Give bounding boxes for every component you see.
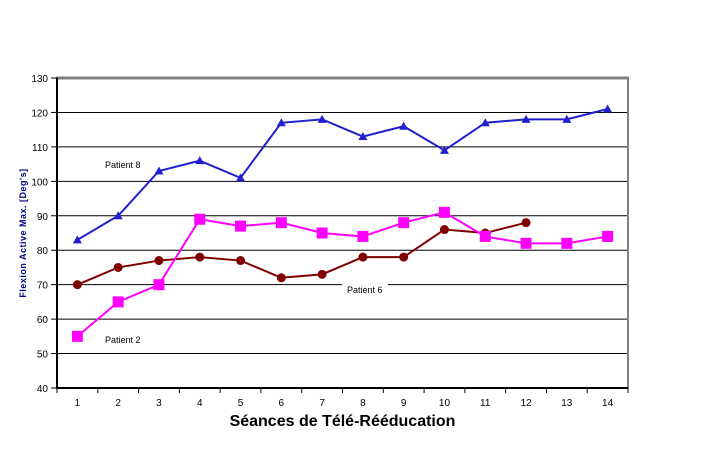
series-marker-patient-8-14 <box>603 104 613 113</box>
series-marker-patient-2-7 <box>316 227 328 239</box>
series-marker-patient-6-9 <box>399 252 409 262</box>
x-tick-label-8: 8 <box>360 398 366 409</box>
series-line-patient-2 <box>76 211 608 338</box>
series-marker-patient-8-7 <box>317 114 327 123</box>
series-marker-patient-2-5 <box>235 220 247 232</box>
series-marker-patient-8-12 <box>521 114 531 123</box>
series-marker-patient-8-5 <box>236 173 246 182</box>
x-tick-label-12: 12 <box>520 398 532 409</box>
series-marker-patient-6-12 <box>521 218 531 228</box>
x-tick-label-5: 5 <box>238 398 244 409</box>
series-marker-patient-2-4 <box>194 213 206 225</box>
y-tick-label-60: 60 <box>37 315 49 326</box>
x-tick-label-6: 6 <box>279 398 285 409</box>
x-tick-label-14: 14 <box>602 398 614 409</box>
series-marker-patient-8-10 <box>439 145 449 154</box>
series-marker-patient-2-2 <box>112 296 124 308</box>
y-tick-label-80: 80 <box>37 246 49 257</box>
x-tick-label-2: 2 <box>115 398 121 409</box>
series-marker-patient-2-3 <box>153 279 165 291</box>
series-marker-patient-8-13 <box>562 114 572 123</box>
series-marker-patient-8-9 <box>399 121 409 130</box>
annotation-patient-2: Patient 2 <box>100 333 146 348</box>
annotation-patient-6: Patient 6 <box>342 283 388 298</box>
series-marker-patient-6-2 <box>113 262 123 272</box>
series-marker-patient-2-13 <box>561 237 573 249</box>
series-marker-patient-8-6 <box>276 118 286 127</box>
series-marker-patient-2-12 <box>520 237 532 249</box>
y-tick-label-130: 130 <box>31 74 48 85</box>
series-marker-patient-6-6 <box>276 273 286 283</box>
series-marker-patient-6-7 <box>317 269 327 279</box>
series-marker-patient-8-4 <box>195 156 205 165</box>
y-tick-label-50: 50 <box>37 350 49 361</box>
series-marker-patient-6-5 <box>236 256 246 266</box>
series-line-patient-6 <box>77 221 527 286</box>
y-axis-title: Flexion Active Max. [Deg's] <box>18 168 28 298</box>
y-tick-label-90: 90 <box>37 212 49 223</box>
series-marker-patient-8-2 <box>113 211 123 220</box>
x-tick-label-1: 1 <box>75 398 81 409</box>
series-marker-patient-2-14 <box>602 230 614 242</box>
series-marker-patient-8-11 <box>480 118 490 127</box>
x-tick-label-11: 11 <box>480 398 491 409</box>
y-tick-label-110: 110 <box>32 143 48 154</box>
series-marker-patient-2-9 <box>398 217 410 229</box>
series-marker-patient-2-11 <box>479 230 491 242</box>
series-marker-patient-6-8 <box>358 252 368 262</box>
x-tick-label-7: 7 <box>319 398 325 409</box>
y-tick-label-120: 120 <box>31 108 48 119</box>
series-marker-patient-2-6 <box>275 217 287 229</box>
series-marker-patient-6-10 <box>439 225 449 235</box>
series-line-patient-8 <box>76 108 608 241</box>
series-marker-patient-6-1 <box>72 280 82 290</box>
x-tick-label-3: 3 <box>156 398 162 409</box>
x-tick-label-9: 9 <box>401 398 407 409</box>
x-tick-label-4: 4 <box>197 398 203 409</box>
x-axis-title: Séances de Télé-Rééducation <box>229 413 456 430</box>
x-tick-label-13: 13 <box>561 398 573 409</box>
series-marker-patient-8-8 <box>358 132 368 141</box>
annotation-patient-8: Patient 8 <box>100 158 146 173</box>
series-marker-patient-6-4 <box>195 252 205 262</box>
y-tick-label-40: 40 <box>37 384 49 395</box>
y-tick-label-100: 100 <box>31 177 48 188</box>
series-marker-patient-6-3 <box>154 256 164 266</box>
series-marker-patient-2-1 <box>71 330 83 342</box>
series-marker-patient-8-1 <box>72 235 82 244</box>
series-marker-patient-8-3 <box>154 166 164 175</box>
series-marker-patient-2-10 <box>438 206 450 218</box>
series-marker-patient-2-8 <box>357 230 369 242</box>
x-tick-label-10: 10 <box>439 398 451 409</box>
y-tick-label-70: 70 <box>37 281 49 292</box>
